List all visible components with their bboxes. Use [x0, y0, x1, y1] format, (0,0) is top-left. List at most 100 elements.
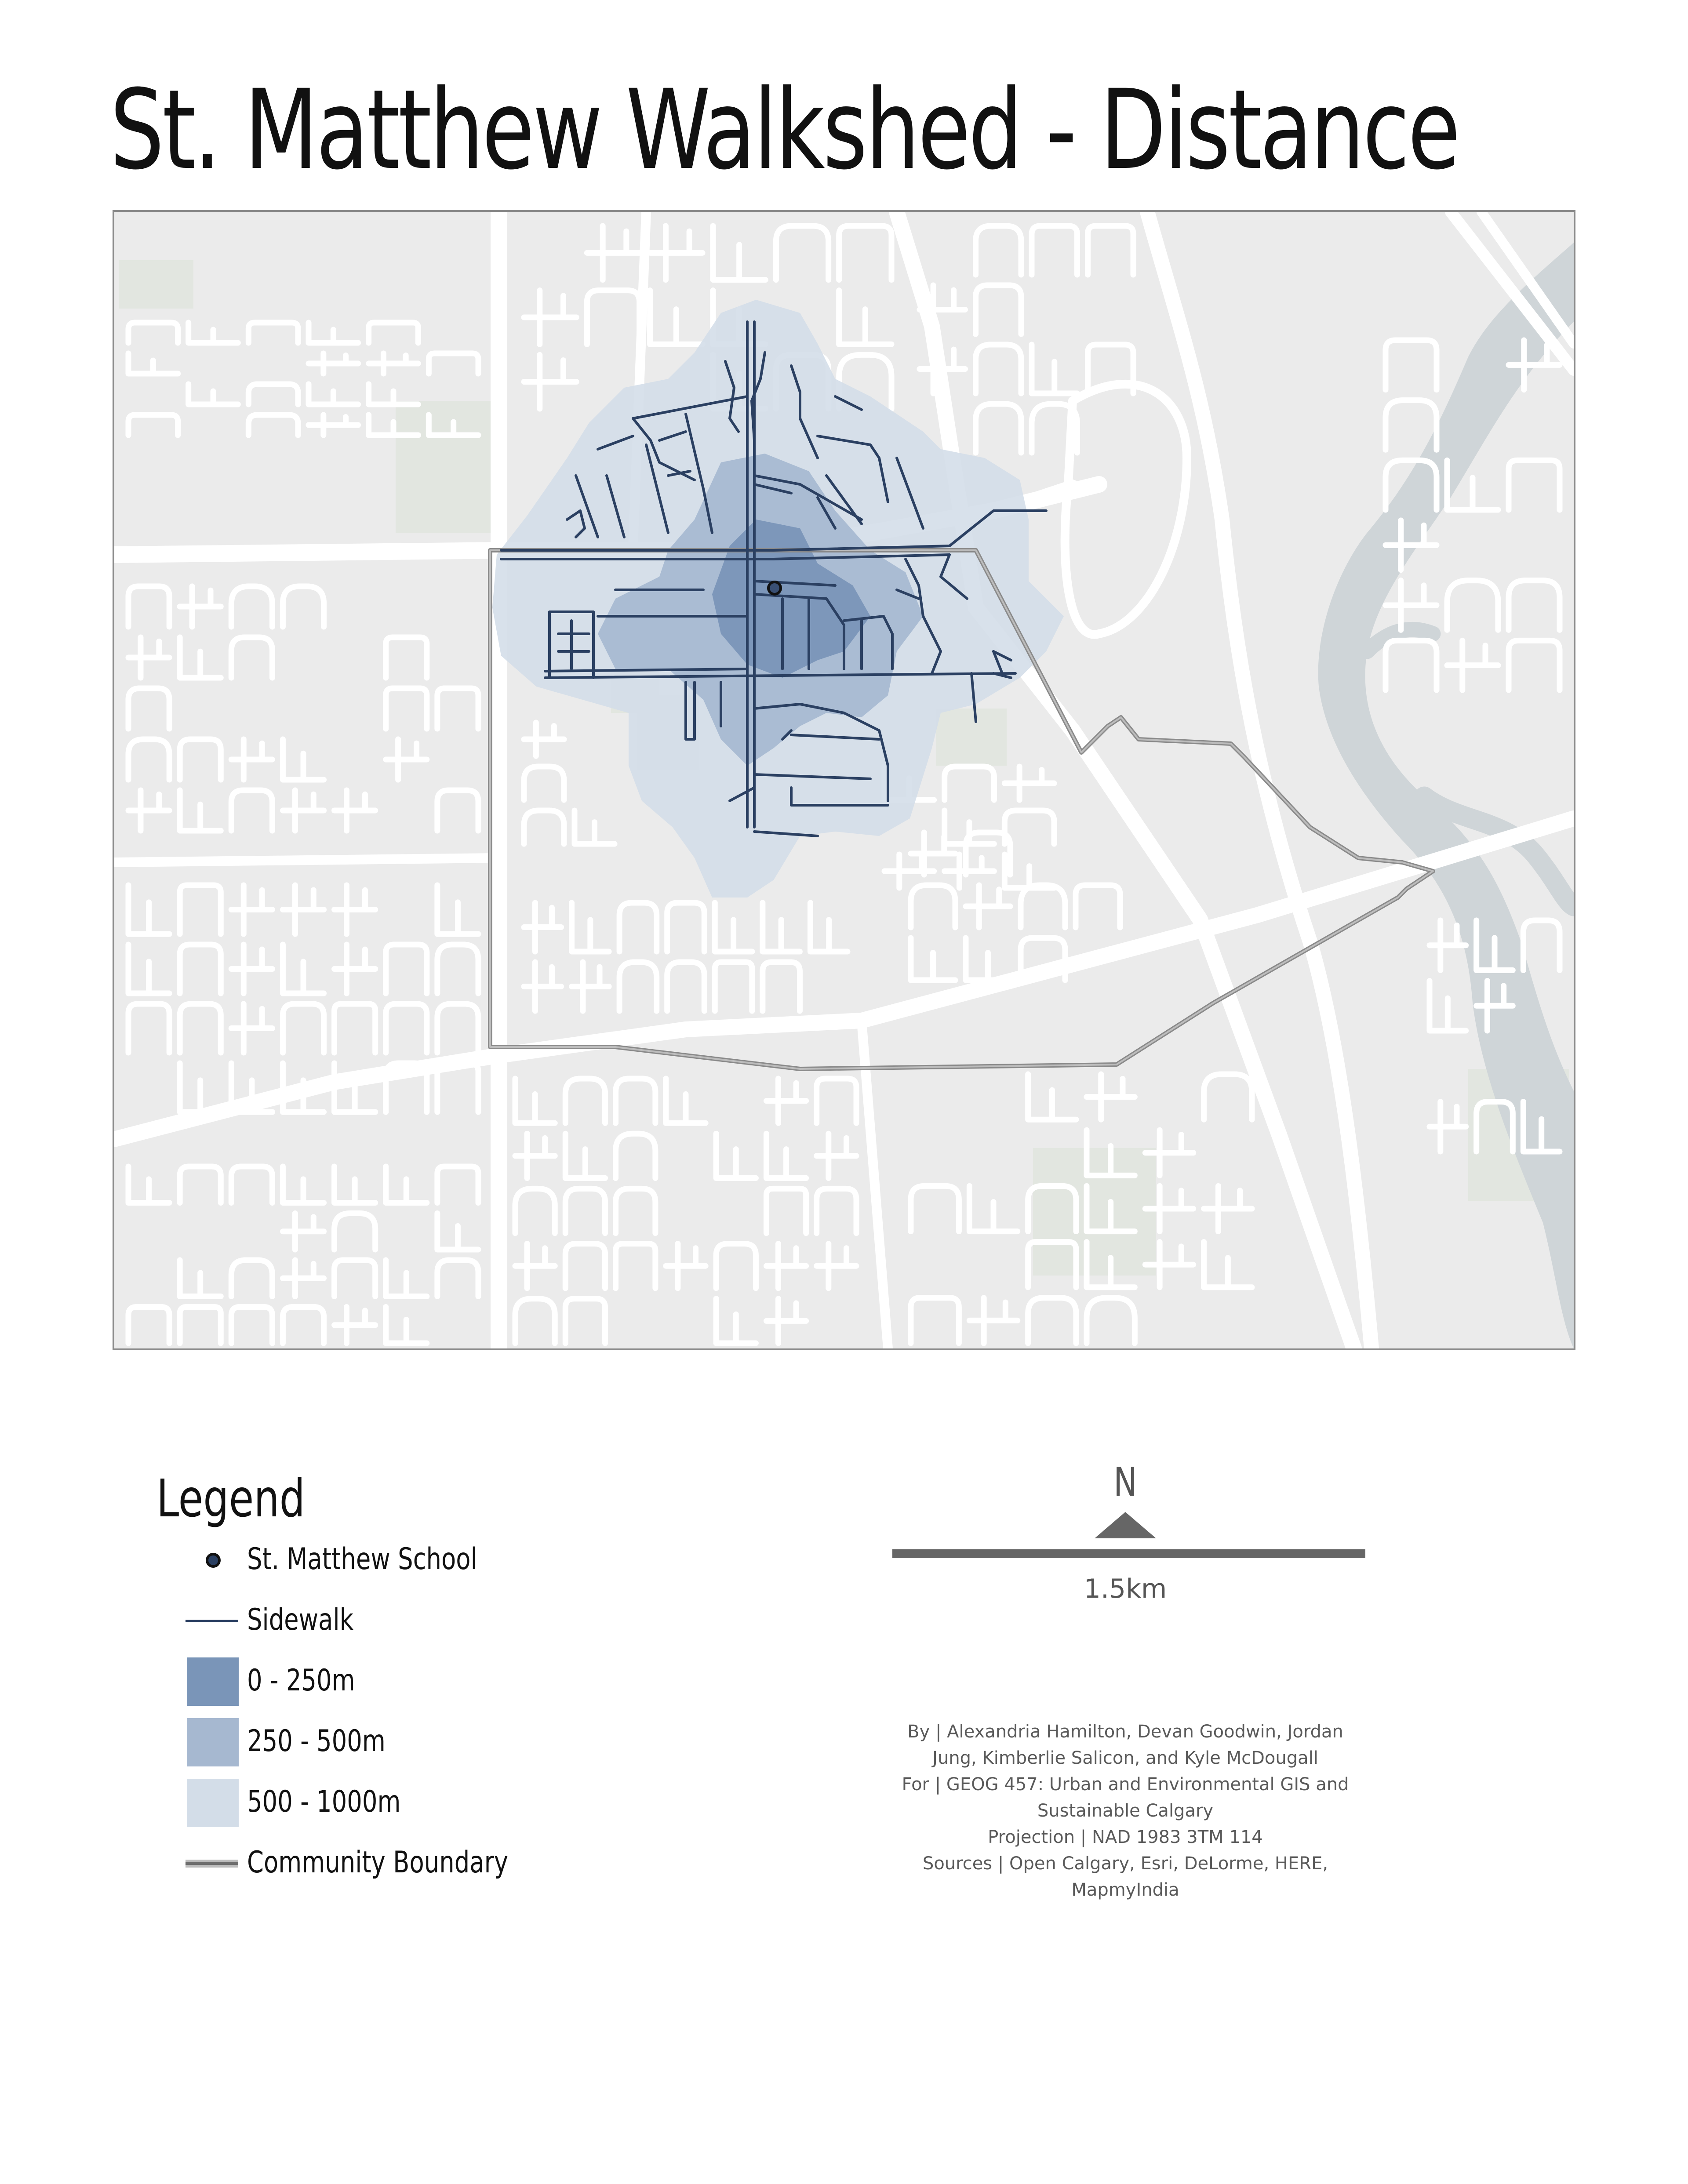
residential-street	[836, 287, 895, 347]
residential-street	[331, 787, 378, 834]
residential-street	[763, 1185, 809, 1236]
zone-fill-icon	[187, 1657, 239, 1706]
residential-street	[228, 787, 275, 834]
residential-streets	[125, 223, 1563, 1346]
residential-street	[814, 1130, 859, 1181]
residential-street	[1084, 1239, 1138, 1290]
residential-street	[973, 282, 1024, 337]
residential-street	[1085, 223, 1136, 278]
residential-street	[228, 1163, 275, 1206]
residential-street	[280, 1304, 327, 1346]
residential-street	[245, 412, 301, 438]
legend-item-zone-0-250: 0 - 250m	[154, 1657, 637, 1706]
residential-street	[908, 1295, 962, 1346]
sidewalk	[750, 351, 766, 442]
residential-street	[245, 381, 301, 407]
residential-street	[1084, 1071, 1138, 1123]
residential-street	[1506, 637, 1563, 693]
residential-street	[331, 1210, 378, 1253]
residential-street	[1029, 223, 1080, 278]
residential-street	[331, 1001, 378, 1056]
sidewalk	[992, 672, 1012, 679]
residential-street	[512, 1130, 558, 1181]
residential-street	[710, 223, 768, 283]
sidewalk	[753, 593, 845, 670]
residential-street	[125, 350, 181, 377]
residential-street	[426, 412, 481, 438]
residential-street	[177, 1001, 224, 1056]
sidewalk	[632, 417, 696, 481]
residential-street	[1018, 935, 1068, 983]
legend-label: St. Matthew School	[247, 1542, 477, 1577]
residential-street	[908, 935, 958, 983]
residential-street	[512, 1296, 558, 1346]
residential-street	[1001, 763, 1057, 803]
residential-street	[569, 900, 612, 955]
residential-street	[383, 1257, 430, 1299]
residential-street	[434, 685, 481, 732]
map-title: St. Matthew Walkshed - Distance	[110, 66, 1460, 194]
residential-street	[331, 882, 378, 937]
legend-label: Sidewalk	[247, 1603, 354, 1637]
sidewalk	[895, 457, 924, 530]
residential-street	[584, 223, 643, 283]
residential-street	[245, 320, 301, 346]
sidewalk	[753, 474, 863, 521]
residential-street	[125, 1304, 172, 1346]
residential-street	[613, 1076, 658, 1126]
sidewalk	[753, 703, 889, 802]
residential-street	[942, 851, 997, 891]
residential-street	[1073, 882, 1123, 930]
residential-street	[1142, 1239, 1197, 1290]
residential-street	[434, 941, 481, 996]
major-road	[1477, 212, 1574, 349]
residential-street	[177, 1060, 224, 1115]
credit-line: Sources | Open Calgary, Esri, DeLorme, H…	[922, 1853, 1328, 1874]
residential-street	[966, 1295, 1021, 1346]
residential-street	[571, 807, 618, 847]
residential-street	[763, 1130, 809, 1181]
residential-street	[383, 736, 430, 783]
legend-item-boundary: Community Boundary	[154, 1842, 637, 1886]
sidewalk	[790, 786, 889, 807]
residential-street	[125, 320, 181, 346]
residential-street	[434, 882, 481, 937]
map-frame[interactable]	[113, 210, 1575, 1350]
residential-street	[908, 1183, 962, 1235]
residential-street	[569, 959, 612, 1014]
sidewalk	[645, 443, 669, 534]
sidewalk	[992, 650, 1004, 675]
residential-street	[613, 1241, 658, 1291]
north-arrow-icon	[1095, 1512, 1156, 1538]
legend-item-school: St. Matthew School	[154, 1538, 637, 1582]
residential-street	[434, 1001, 481, 1056]
residential-street	[331, 941, 378, 996]
residential-street	[663, 1241, 709, 1291]
residential-street	[186, 381, 241, 407]
residential-street	[647, 223, 706, 283]
residential-street	[228, 1257, 275, 1299]
residential-street	[664, 959, 707, 1014]
sidewalk	[500, 553, 951, 560]
residential-street	[280, 1001, 327, 1056]
st-matthew-school-point[interactable]	[767, 581, 782, 596]
map-canvas[interactable]	[114, 212, 1574, 1348]
residential-street	[616, 900, 660, 955]
credits: By | Alexandria Hamilton, Devan Goodwin,…	[870, 1719, 1380, 1903]
credit-line: For | GEOG 457: Urban and Environmental …	[902, 1774, 1349, 1795]
residential-street	[814, 1185, 859, 1236]
sidewalk	[605, 474, 626, 538]
residential-street	[177, 882, 224, 937]
legend-item-zone-250-500: 250 - 500m	[154, 1718, 637, 1766]
residential-street	[966, 1183, 1021, 1235]
sidewalk	[684, 681, 696, 741]
sidewalk	[922, 615, 942, 675]
sidewalk	[753, 773, 872, 780]
sidewalk	[834, 395, 863, 411]
residential-street	[973, 401, 1024, 456]
residential-street	[125, 941, 172, 996]
residential-street	[280, 1210, 327, 1253]
residential-street	[228, 634, 275, 681]
residential-street	[942, 807, 997, 847]
residential-street	[713, 1296, 759, 1346]
